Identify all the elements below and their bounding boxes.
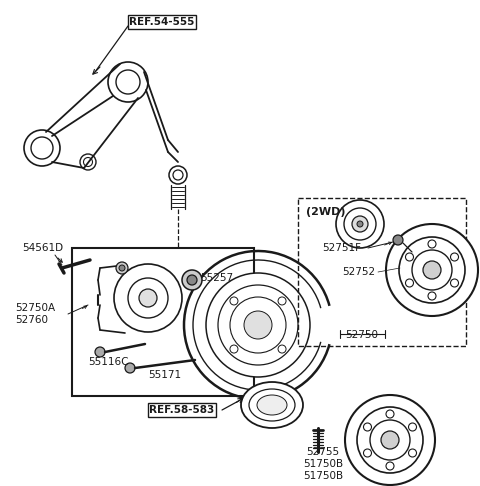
Circle shape bbox=[173, 170, 183, 180]
Circle shape bbox=[357, 221, 363, 227]
Circle shape bbox=[386, 410, 394, 418]
Circle shape bbox=[363, 423, 372, 431]
Circle shape bbox=[206, 273, 310, 377]
Circle shape bbox=[386, 462, 394, 470]
Text: 51750B: 51750B bbox=[303, 471, 343, 481]
Text: (2WD): (2WD) bbox=[306, 207, 346, 217]
Text: 55171: 55171 bbox=[148, 370, 181, 380]
Bar bbox=[298, 198, 466, 346]
Circle shape bbox=[187, 275, 197, 285]
Text: REF.58-583: REF.58-583 bbox=[149, 405, 215, 415]
Circle shape bbox=[406, 253, 413, 261]
Circle shape bbox=[451, 253, 458, 261]
Circle shape bbox=[24, 130, 60, 166]
Circle shape bbox=[399, 237, 465, 303]
Circle shape bbox=[114, 264, 182, 332]
Circle shape bbox=[386, 224, 478, 316]
Circle shape bbox=[278, 345, 286, 353]
Ellipse shape bbox=[249, 389, 295, 421]
Circle shape bbox=[336, 200, 384, 248]
Circle shape bbox=[370, 420, 410, 460]
Circle shape bbox=[423, 261, 441, 279]
Text: 52760: 52760 bbox=[15, 315, 48, 325]
Circle shape bbox=[182, 270, 202, 290]
Circle shape bbox=[119, 265, 125, 271]
Circle shape bbox=[218, 285, 298, 365]
Circle shape bbox=[108, 62, 148, 102]
Circle shape bbox=[230, 297, 286, 353]
Circle shape bbox=[116, 262, 128, 274]
Circle shape bbox=[428, 292, 436, 300]
Text: 52750: 52750 bbox=[346, 330, 379, 340]
Circle shape bbox=[345, 395, 435, 485]
Circle shape bbox=[244, 311, 272, 339]
Text: 52752: 52752 bbox=[342, 267, 375, 277]
Circle shape bbox=[412, 250, 452, 290]
Circle shape bbox=[278, 297, 286, 305]
Circle shape bbox=[393, 235, 403, 245]
Text: REF.54-555: REF.54-555 bbox=[129, 17, 195, 27]
Circle shape bbox=[363, 449, 372, 457]
Circle shape bbox=[125, 363, 135, 373]
Circle shape bbox=[230, 297, 238, 305]
Circle shape bbox=[95, 347, 105, 357]
Circle shape bbox=[381, 431, 399, 449]
Circle shape bbox=[230, 345, 238, 353]
Circle shape bbox=[139, 289, 157, 307]
Bar bbox=[72, 248, 254, 396]
Circle shape bbox=[357, 407, 423, 473]
Text: 52751F: 52751F bbox=[322, 243, 361, 253]
Circle shape bbox=[408, 423, 417, 431]
Circle shape bbox=[80, 154, 96, 170]
Text: 55257: 55257 bbox=[200, 273, 233, 283]
Circle shape bbox=[428, 240, 436, 248]
Text: 51750B: 51750B bbox=[303, 459, 343, 469]
Text: 52755: 52755 bbox=[306, 447, 339, 457]
Circle shape bbox=[406, 279, 413, 287]
Ellipse shape bbox=[241, 382, 303, 428]
Circle shape bbox=[352, 216, 368, 232]
Circle shape bbox=[128, 278, 168, 318]
Circle shape bbox=[344, 208, 376, 240]
Text: 55116C: 55116C bbox=[88, 357, 129, 367]
Circle shape bbox=[116, 70, 140, 94]
Circle shape bbox=[31, 137, 53, 159]
Circle shape bbox=[408, 449, 417, 457]
Text: 52750A: 52750A bbox=[15, 303, 55, 313]
Text: 54561D: 54561D bbox=[22, 243, 63, 253]
Circle shape bbox=[451, 279, 458, 287]
Circle shape bbox=[84, 157, 93, 167]
Circle shape bbox=[169, 166, 187, 184]
Ellipse shape bbox=[257, 395, 287, 415]
